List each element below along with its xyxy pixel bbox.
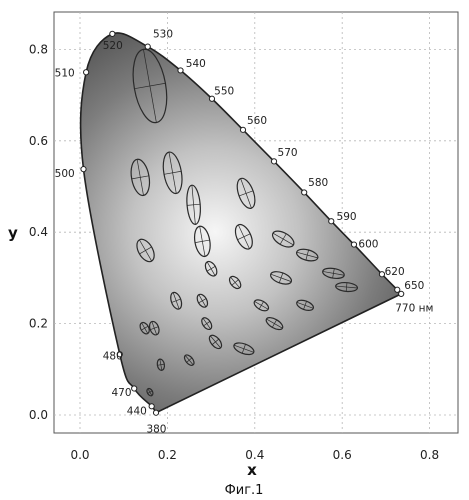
wavelength-label: 570 (278, 147, 298, 159)
wavelength-label: 560 (247, 115, 267, 127)
wavelength-label: 600 (358, 239, 378, 251)
wavelength-marker (240, 127, 245, 132)
wavelength-marker (271, 159, 276, 164)
wavelength-label: 580 (308, 177, 328, 189)
wavelength-marker (84, 70, 89, 75)
wavelength-marker (153, 410, 158, 415)
wavelength-marker (145, 44, 150, 49)
wavelength-label: 590 (337, 211, 357, 223)
x-tick-label: 0.6 (333, 448, 352, 462)
wavelength-label: 770 нм (395, 303, 433, 315)
wavelength-label: 470 (111, 387, 131, 399)
wavelength-marker (178, 68, 183, 73)
wavelength-label: 550 (214, 86, 234, 98)
wavelength-label: 500 (55, 168, 75, 180)
wavelength-marker (329, 219, 334, 224)
x-tick-label: 0.4 (245, 448, 264, 462)
wavelength-label: 530 (153, 28, 173, 40)
y-tick-label: 0.0 (29, 408, 48, 422)
wavelength-label: 540 (186, 58, 206, 70)
wavelength-marker (351, 242, 356, 247)
wavelength-label: 520 (103, 40, 123, 52)
x-tick-label: 0.8 (420, 448, 439, 462)
wavelength-marker (149, 404, 154, 409)
wavelength-label: 480 (103, 351, 123, 363)
figure-caption: Фиг.1 (225, 483, 264, 498)
wavelength-label: 650 (404, 280, 424, 292)
wavelength-marker (132, 386, 137, 391)
y-tick-label: 0.8 (29, 42, 48, 56)
wavelength-marker (110, 31, 115, 36)
x-axis-label: x (247, 461, 257, 479)
y-tick-label: 0.4 (29, 225, 48, 239)
x-tick-label: 0.0 (70, 448, 89, 462)
wavelength-label: 440 (127, 405, 147, 417)
wavelength-label: 510 (55, 67, 75, 79)
wavelength-label: 620 (385, 266, 405, 278)
y-tick-label: 0.6 (29, 134, 48, 148)
wavelength-label: 380 (146, 424, 166, 436)
x-tick-label: 0.2 (158, 448, 177, 462)
y-axis-label: y (8, 224, 18, 242)
wavelength-marker (395, 287, 400, 292)
y-tick-label: 0.2 (29, 317, 48, 331)
wavelength-marker (81, 167, 86, 172)
wavelength-marker (302, 190, 307, 195)
wavelength-marker (399, 291, 404, 296)
